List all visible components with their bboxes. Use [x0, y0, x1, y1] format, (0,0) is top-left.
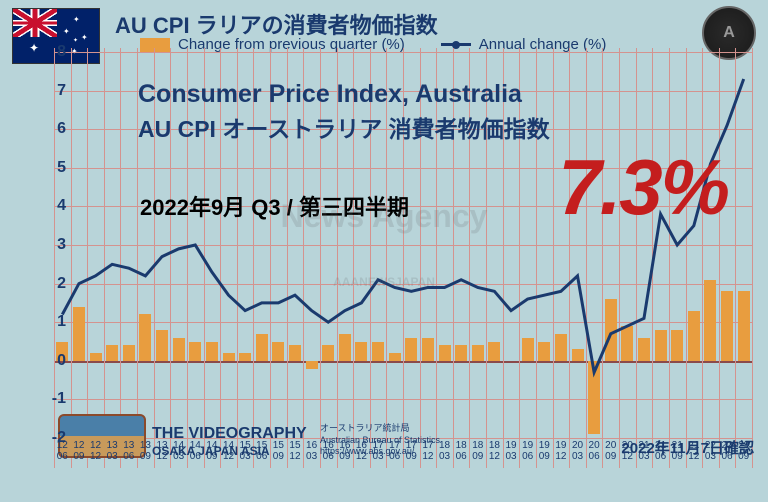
y-axis-label: 3 — [57, 236, 66, 254]
x-axis-label: 1403 — [173, 440, 184, 462]
x-axis-label: 2109 — [672, 440, 683, 462]
watermark: News Agency — [281, 200, 488, 232]
x-axis-label: 2203 — [705, 440, 716, 462]
x-axis-label: 1306 — [123, 440, 134, 462]
watermark-sub: AAANEWSJAPAN — [333, 275, 435, 289]
x-axis-label: 1712 — [422, 440, 433, 462]
x-axis-label: 2206 — [722, 440, 733, 462]
x-axis-label: 1312 — [156, 440, 167, 462]
title-en: Consumer Price Index, Australia — [138, 80, 522, 109]
y-axis-label: 6 — [57, 120, 66, 138]
x-axis-label: 1609 — [339, 440, 350, 462]
x-axis-label: 1406 — [190, 440, 201, 462]
x-axis-label: 1709 — [406, 440, 417, 462]
x-axis-label: 1209 — [73, 440, 84, 462]
x-axis-label: 1512 — [289, 440, 300, 462]
x-axis-label: 1503 — [240, 440, 251, 462]
x-axis-label: 1509 — [273, 440, 284, 462]
x-axis-label: 2106 — [655, 440, 666, 462]
y-axis-label: 2 — [57, 275, 66, 293]
y-axis-label: 1 — [57, 313, 66, 331]
x-axis-label: 1809 — [472, 440, 483, 462]
x-axis-label: 2103 — [638, 440, 649, 462]
x-axis-label: 1612 — [356, 440, 367, 462]
x-axis-label: 1806 — [456, 440, 467, 462]
x-axis-label: 2009 — [605, 440, 616, 462]
x-axis-label: 1909 — [539, 440, 550, 462]
y-axis-label: 4 — [57, 197, 66, 215]
x-axis-label: 1812 — [489, 440, 500, 462]
y-axis-label: 8 — [57, 43, 66, 61]
x-axis-label: 1703 — [373, 440, 384, 462]
y-axis-label: 0 — [57, 352, 66, 370]
x-axis-label: 1206 — [57, 440, 68, 462]
y-axis-label: 7 — [57, 82, 66, 100]
x-axis-label: 2012 — [622, 440, 633, 462]
headline-value: 7.3% — [558, 142, 728, 233]
x-axis-label: 1506 — [256, 440, 267, 462]
title-jp: AU CPI オーストラリア 消費者物価指数 — [138, 110, 550, 144]
x-axis-label: 1903 — [505, 440, 516, 462]
x-axis-label: 1303 — [107, 440, 118, 462]
x-axis-label: 1803 — [439, 440, 450, 462]
x-axis-label: 1606 — [323, 440, 334, 462]
y-axis-label: -1 — [52, 390, 66, 408]
x-axis-label: 1603 — [306, 440, 317, 462]
x-axis-label: 2112 — [688, 440, 699, 462]
x-axis-label: 1412 — [223, 440, 234, 462]
x-axis-label: 2209 — [738, 440, 749, 462]
x-axis-label: 1409 — [206, 440, 217, 462]
x-axis-label: 1309 — [140, 440, 151, 462]
x-axis-label: 1212 — [90, 440, 101, 462]
x-axis-label: 1912 — [555, 440, 566, 462]
x-axis-label: 1906 — [522, 440, 533, 462]
x-axis-label: 2003 — [572, 440, 583, 462]
legend-line-swatch — [441, 43, 471, 46]
x-axis-label: 2006 — [589, 440, 600, 462]
y-axis-label: 5 — [57, 159, 66, 177]
x-axis-label: 1706 — [389, 440, 400, 462]
